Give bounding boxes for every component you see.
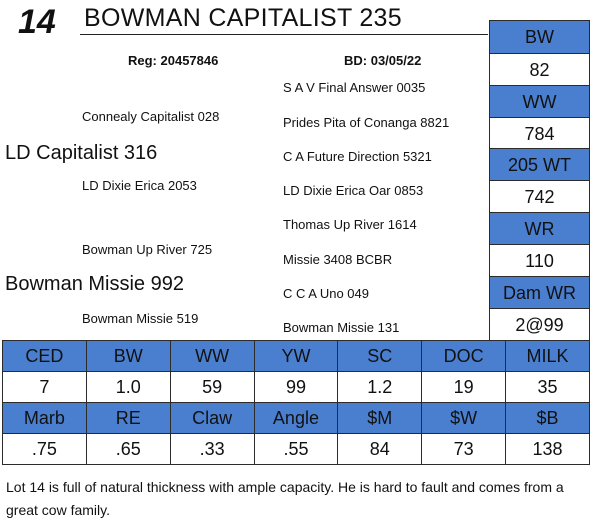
pedigree-ggd-4: LD Dixie Erica Oar 0853 (283, 183, 424, 198)
lot-description: Lot 14 is full of natural thickness with… (6, 479, 564, 518)
stat-value-wr: 110 (489, 244, 590, 278)
title-underline (80, 34, 488, 35)
registration-number: Reg: 20457846 (128, 53, 219, 68)
epd-value: .75 (2, 433, 87, 465)
stat-label-dam-wr: Dam WR (489, 276, 590, 310)
sire-sire-name: Connealy Capitalist 028 (82, 109, 220, 124)
epd-value: .55 (253, 433, 339, 465)
epd-value: .65 (85, 433, 171, 465)
epd-header: SC (337, 340, 423, 372)
sire-name: LD Capitalist 316 (5, 142, 158, 164)
pedigree-ggd-6: Missie 3408 BCBR (283, 252, 393, 267)
epd-header: Angle (253, 402, 339, 434)
epd-header: YW (253, 340, 339, 372)
dam-name: Bowman Missie 992 (5, 273, 184, 295)
epd-header: CED (2, 340, 87, 372)
epd-header-row: CED BW WW YW SC DOC MILK (2, 340, 590, 372)
epd-header-row: Marb RE Claw Angle $M $W $B (2, 402, 590, 434)
epd-header: $M (337, 402, 423, 434)
pedigree-ggs-7: C C A Uno 049 (283, 286, 369, 301)
epd-value: 19 (421, 371, 507, 403)
pedigree-ggs-3: C A Future Direction 5321 (283, 149, 432, 164)
pedigree-ggs-5: Thomas Up River 1614 (283, 217, 417, 232)
pedigree-ggd-2: Prides Pita of Conanga 8821 (283, 115, 450, 130)
epd-value: .33 (169, 433, 255, 465)
epd-header: WW (169, 340, 255, 372)
epd-header: MILK (505, 340, 590, 372)
stat-label-205wt: 205 WT (489, 148, 590, 182)
stat-value-205wt: 742 (489, 180, 590, 214)
epd-header: RE (85, 402, 171, 434)
epd-header: BW (85, 340, 171, 372)
epd-value: 138 (505, 433, 590, 465)
stat-label-ww: WW (489, 85, 590, 119)
epd-value-row: 7 1.0 59 99 1.2 19 35 (2, 371, 590, 403)
dam-sire-name: Bowman Up River 725 (82, 242, 213, 257)
animal-name: BOWMAN CAPITALIST 235 (84, 4, 402, 32)
birth-date: BD: 03/05/22 (344, 53, 422, 68)
pedigree-ggs-1: S A V Final Answer 0035 (283, 80, 426, 95)
sire-dam-name: LD Dixie Erica 2053 (82, 178, 197, 193)
stat-value-dam-wr: 2@99 (489, 308, 590, 342)
epd-value: 7 (2, 371, 87, 403)
lot-number: 14 (18, 3, 56, 41)
epd-header: DOC (421, 340, 507, 372)
epd-value: 1.0 (85, 371, 171, 403)
epd-value: 99 (253, 371, 339, 403)
epd-value-row: .75 .65 .33 .55 84 73 138 (2, 433, 590, 465)
dam-dam-name: Bowman Missie 519 (82, 311, 199, 326)
epd-value: 59 (169, 371, 255, 403)
epd-value: 73 (421, 433, 507, 465)
epd-value: 35 (505, 371, 590, 403)
stat-value-bw: 82 (489, 53, 590, 87)
epd-header: $W (421, 402, 507, 434)
stat-label-wr: WR (489, 212, 590, 246)
epd-value: 84 (337, 433, 423, 465)
epd-table: CED BW WW YW SC DOC MILK 7 1.0 59 99 1.2… (2, 340, 590, 465)
epd-header: Marb (2, 402, 87, 434)
stat-value-ww: 784 (489, 117, 590, 151)
epd-header: Claw (169, 402, 255, 434)
epd-header: $B (505, 402, 590, 434)
epd-value: 1.2 (337, 371, 423, 403)
stat-label-bw: BW (489, 20, 590, 54)
pedigree-ggd-8: Bowman Missie 131 (283, 320, 400, 335)
